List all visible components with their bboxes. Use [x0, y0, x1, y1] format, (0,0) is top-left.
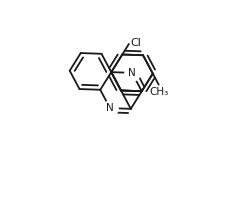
Text: N: N: [128, 68, 135, 78]
Text: Cl: Cl: [130, 38, 141, 48]
Text: CH₃: CH₃: [148, 86, 168, 97]
Text: N: N: [106, 103, 114, 113]
